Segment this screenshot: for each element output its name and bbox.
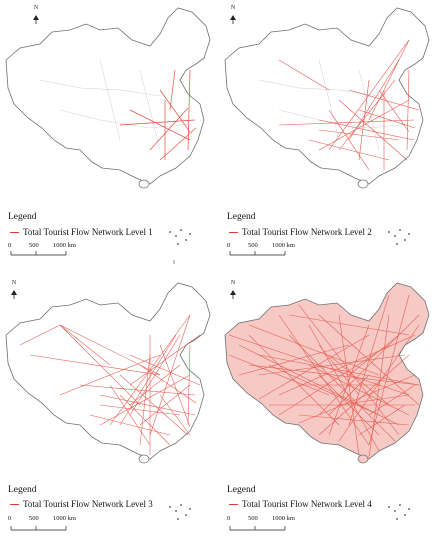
legend-title: Legend: [227, 485, 256, 495]
panel-level-2: N Legend Total Tourist Flow Network Leve…: [219, 0, 438, 275]
scale-label-500: 500: [248, 242, 258, 249]
china-outline: [224, 282, 430, 460]
legend-item-label: Total Tourist Flow Network Level 1: [23, 227, 153, 237]
legend-item-label: Total Tourist Flow Network Level 4: [242, 499, 372, 509]
north-label: N: [230, 280, 236, 286]
scale-bar-icon: [229, 251, 286, 256]
china-fill: [225, 283, 429, 459]
legend-title: Legend: [8, 212, 37, 222]
north-arrow-icon: [230, 15, 236, 24]
south-china-sea-inset: [388, 229, 410, 245]
map-level-3: [5, 282, 211, 531]
map-level-2: [224, 7, 430, 256]
scale-label-0: 0: [8, 242, 12, 249]
panel-level-1: N Legend Total Tourist Flow Network Leve…: [0, 0, 219, 275]
legend-item: Total Tourist Flow Network Level 2: [229, 227, 372, 237]
north-label: N: [230, 5, 236, 11]
legend-item: Total Tourist Flow Network Level 3: [10, 499, 153, 509]
south-china-sea-inset: [388, 504, 410, 520]
scale-label-0: 0: [227, 515, 231, 522]
north-arrow-icon: [11, 290, 17, 299]
legend-item-label: Total Tourist Flow Network Level 3: [23, 499, 153, 509]
legend-title: Legend: [8, 485, 37, 495]
scale-label-500: 500: [29, 242, 39, 249]
map-level-4: [224, 282, 430, 531]
panel-level-3: N Legend Total Tourist Flow Network Leve…: [0, 275, 219, 550]
legend-item-label: Total Tourist Flow Network Level 2: [242, 227, 372, 237]
scale-bar-icon: [10, 526, 67, 531]
island-hainan: [138, 454, 150, 464]
flow-line-swatch: [10, 504, 19, 506]
north-label: N: [11, 280, 17, 286]
flow-line-swatch: [229, 232, 238, 234]
china-outline: [224, 7, 430, 185]
island-hainan: [357, 454, 369, 464]
north-arrow-icon: [33, 15, 39, 24]
south-china-sea-inset: [169, 504, 191, 520]
scale-label-500: 500: [29, 515, 39, 522]
china-outline: [5, 282, 211, 460]
flow-lines: [278, 39, 420, 171]
flow-line-swatch: [229, 504, 238, 506]
legend-item: Total Tourist Flow Network Level 1: [10, 227, 153, 237]
scale-label-1000: 1000 km: [272, 515, 295, 522]
scale-label-0: 0: [8, 515, 12, 522]
scale-label-500: 500: [248, 515, 258, 522]
map-level-1: [5, 7, 211, 264]
scale-bar-icon: [229, 526, 286, 531]
island-hainan: [138, 179, 150, 189]
province-lines: [258, 59, 410, 151]
legend-title: Legend: [227, 212, 256, 222]
north-arrow-icon: [230, 290, 236, 299]
scale-bar-icon: [10, 251, 67, 256]
island-hainan: [357, 179, 369, 189]
flow-lines: [228, 294, 420, 458]
flow-line-swatch: [10, 232, 19, 234]
north-label: N: [33, 5, 39, 11]
china-outline: [5, 7, 211, 185]
flow-lines: [119, 69, 197, 161]
province-lines: [39, 59, 191, 151]
legend-item: Total Tourist Flow Network Level 4: [229, 499, 372, 509]
scale-label-1000: 1000 km: [272, 242, 295, 249]
flow-lines: [19, 314, 201, 455]
scale-label-1000: 1000 km: [53, 515, 76, 522]
scale-label-1000: 1000 km: [53, 242, 76, 249]
panel-level-4: N Legend Total Tourist Flow Network Leve…: [219, 275, 438, 550]
scale-label-0: 0: [227, 242, 231, 249]
south-china-sea-inset: [169, 229, 191, 264]
